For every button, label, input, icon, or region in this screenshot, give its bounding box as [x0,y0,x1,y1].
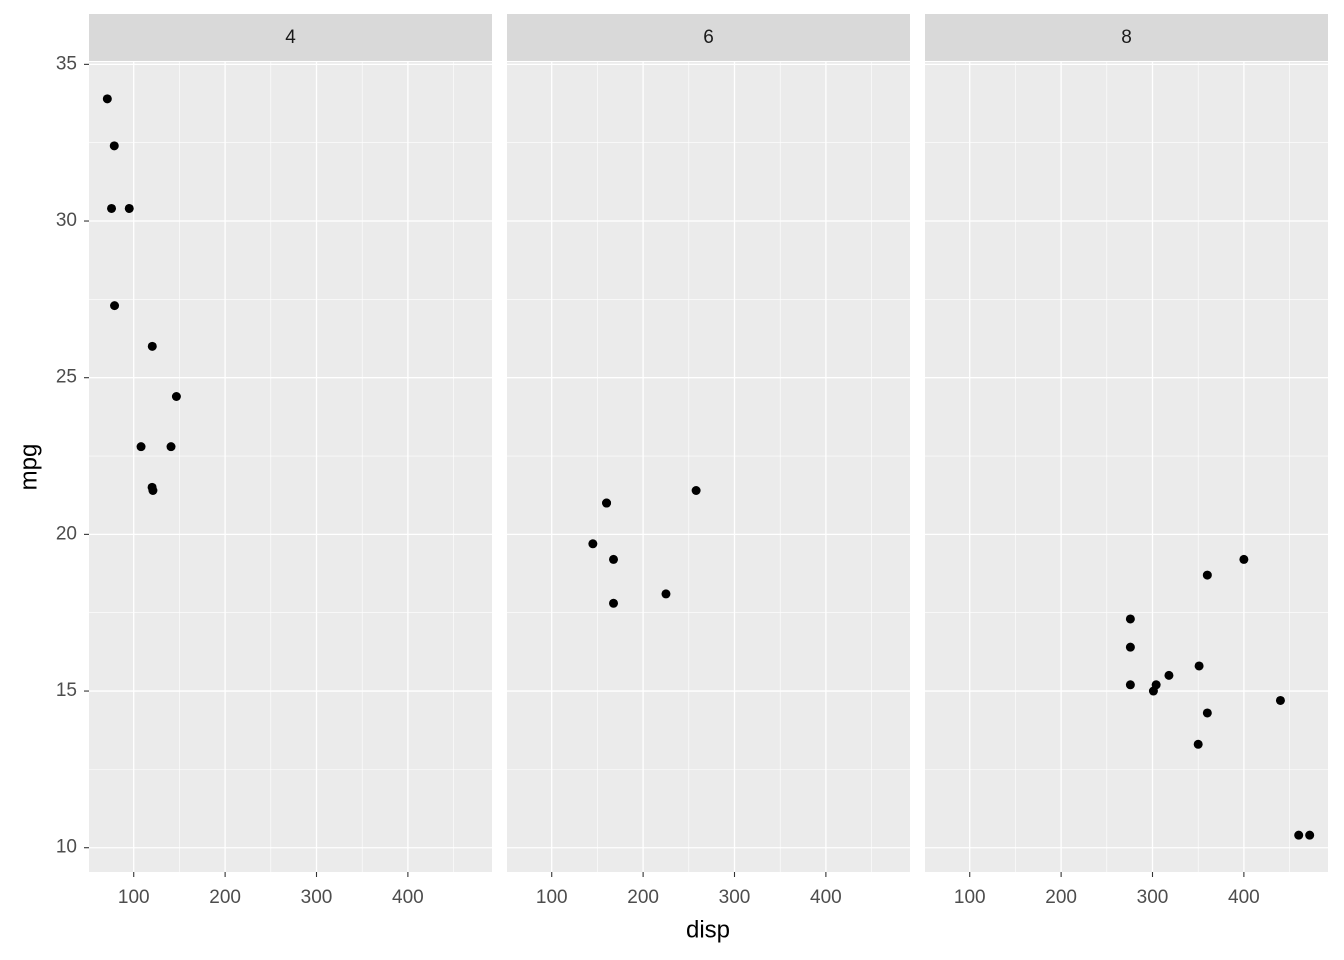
point [609,554,619,564]
point [691,486,701,496]
panel [507,62,910,872]
facet-title: 8 [1121,27,1132,48]
point [109,141,119,151]
x-tick-label: 300 [719,887,751,908]
y-tick-label: 25 [56,367,77,388]
x-tick-label: 400 [392,887,424,908]
point [1202,708,1212,718]
y-axis-label: mpg [15,444,42,491]
x-tick-label: 300 [301,887,333,908]
point [661,589,671,599]
point [1148,686,1158,696]
point [171,391,181,401]
point [1194,661,1204,671]
point [110,301,120,311]
point [1193,739,1203,749]
point [1294,830,1304,840]
point [609,598,619,608]
point [102,94,112,104]
strip [507,14,910,61]
point [1275,695,1285,705]
x-tick-label: 400 [1228,887,1260,908]
point [166,442,176,452]
y-tick-label: 20 [56,523,77,544]
facet-title: 4 [285,27,296,48]
y-tick-label: 15 [56,680,77,701]
x-tick-label: 200 [1045,887,1077,908]
point [136,442,146,452]
point [1164,670,1174,680]
point [588,539,598,549]
point [124,203,134,213]
point [1239,554,1249,564]
x-tick-label: 100 [954,887,986,908]
point [602,498,612,508]
strip [925,14,1328,61]
point [147,341,157,351]
y-tick-label: 10 [56,837,77,858]
panel [89,62,492,872]
strip [89,14,492,61]
point [148,486,158,496]
panel [925,62,1328,872]
y-tick-label: 35 [56,53,77,74]
point [1305,830,1315,840]
point [1125,642,1135,652]
x-tick-label: 300 [1137,887,1169,908]
x-tick-label: 200 [627,887,659,908]
point [1202,570,1212,580]
point [1125,680,1135,690]
x-tick-label: 100 [536,887,568,908]
x-tick-label: 400 [810,887,842,908]
point [107,203,117,213]
point [1125,614,1135,624]
y-tick-label: 30 [56,210,77,231]
x-tick-label: 200 [209,887,241,908]
facet-title: 6 [703,27,714,48]
x-axis-label: disp [686,916,730,943]
x-tick-label: 100 [118,887,150,908]
